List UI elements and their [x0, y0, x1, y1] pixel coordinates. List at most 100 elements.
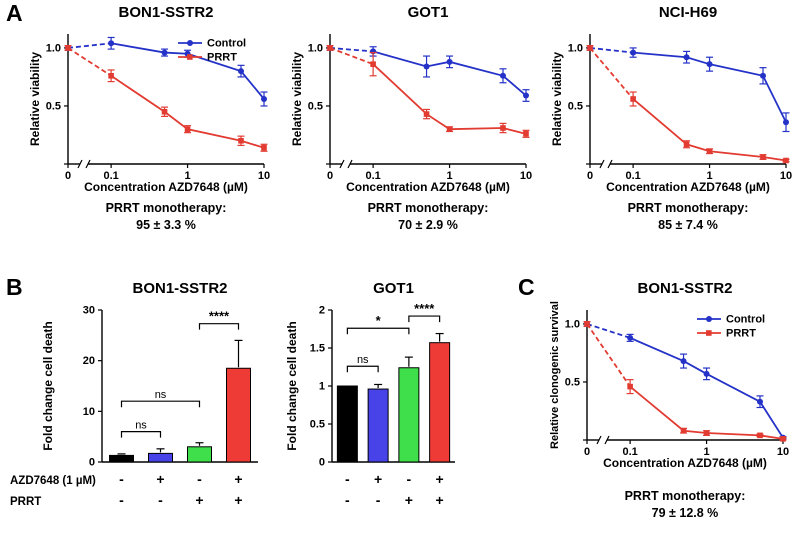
- svg-text:Relative viability: Relative viability: [290, 52, 304, 146]
- chart-title: BON1-SSTR2: [118, 4, 214, 21]
- svg-text:10: 10: [777, 446, 789, 458]
- svg-text:Control: Control: [726, 314, 765, 326]
- svg-text:+: +: [234, 492, 242, 508]
- got1-viability-chart: 0.5 1.0 0 0.1 1 10 Concentration AZD7648 (µM) R…: [290, 34, 532, 194]
- svg-text:ns: ns: [357, 354, 369, 366]
- svg-text:+: +: [156, 471, 164, 487]
- svg-text:1.0: 1.0: [565, 318, 580, 330]
- bon1-sstr2-viability-chart: 0.5 1.0 0 0.1 1 10 Concentration AZD7648 (µM) R…: [28, 34, 270, 194]
- prrt-monotherapy-label: PRRT monotherapy:: [105, 201, 227, 215]
- prrt-monotherapy-label: PRRT monotherapy:: [367, 201, 489, 215]
- chart-block-got1-cell-death: GOT1 0 0.5 1 1.5 2 ns * **** - + - + - - + + Fold change…: [282, 278, 467, 540]
- svg-text:-: -: [119, 471, 124, 487]
- svg-text:****: ****: [414, 301, 435, 316]
- svg-text:10: 10: [780, 170, 792, 182]
- svg-text:0.1: 0.1: [365, 170, 380, 182]
- footnote: PRRT monotherapy: 70 ± 2.9 %: [288, 200, 538, 234]
- svg-text:0: 0: [587, 170, 593, 182]
- chart-block-ncih69-viability: NCI-H69 0.5 1.0 0 0.1 1 10 Concentration AZD76…: [548, 2, 798, 234]
- svg-text:0.1: 0.1: [622, 446, 637, 458]
- svg-text:+: +: [195, 492, 203, 508]
- svg-text:30: 30: [83, 305, 95, 317]
- svg-text:+: +: [234, 471, 242, 487]
- svg-text:0.5: 0.5: [565, 376, 580, 388]
- svg-text:-: -: [158, 492, 163, 508]
- svg-text:AZD7648 (1 µM): AZD7648 (1 µM): [10, 475, 96, 487]
- prrt-monotherapy-value: 79 ± 12.8 %: [651, 506, 719, 520]
- svg-text:ns: ns: [135, 420, 147, 432]
- svg-text:-: -: [376, 492, 381, 508]
- svg-text:1.5: 1.5: [310, 343, 325, 355]
- svg-text:0.5: 0.5: [308, 100, 323, 112]
- svg-text:-: -: [345, 471, 350, 487]
- prrt-monotherapy-value: 70 ± 2.9 %: [398, 218, 458, 232]
- svg-text:1.0: 1.0: [568, 42, 583, 54]
- svg-text:Relative clonogenic survival: Relative clonogenic survival: [549, 301, 561, 449]
- svg-text:1: 1: [706, 170, 712, 182]
- svg-text:-: -: [407, 471, 412, 487]
- svg-text:Concentration AZD7648 (µM): Concentration AZD7648 (µM): [346, 180, 510, 194]
- svg-text:+: +: [405, 492, 413, 508]
- svg-text:+: +: [374, 471, 382, 487]
- chart-title: BON1-SSTR2: [132, 280, 228, 297]
- svg-text:0: 0: [65, 170, 71, 182]
- svg-text:0: 0: [319, 457, 325, 469]
- footnote: PRRT monotherapy: 85 ± 7.4 %: [548, 200, 798, 234]
- svg-text:10: 10: [520, 170, 532, 182]
- bon1-sstr2-clonogenic-chart: 0.5 1.0 0 0.1 1 10 Concentration AZD7648 (µM) R…: [549, 301, 789, 470]
- svg-text:1.0: 1.0: [308, 42, 323, 54]
- svg-text:****: ****: [209, 309, 230, 324]
- prrt-monotherapy-value: 85 ± 7.4 %: [658, 218, 718, 232]
- svg-text:Fold change cell death: Fold change cell death: [41, 321, 55, 450]
- svg-text:PRRT: PRRT: [726, 328, 756, 340]
- prrt-monotherapy-value: 95 ± 3.3 %: [136, 218, 196, 232]
- svg-text:PRRT: PRRT: [207, 52, 237, 64]
- chart-block-bon1-viability: BON1-SSTR2 0.5 1.0 0 0.1 1 10 Concentration AZ…: [26, 2, 276, 234]
- bon1-sstr2-cell-death-chart: 0 10 20 30 ns ns **** AZD7648 (1 µM) - + - + PRRT - - +…: [10, 305, 258, 508]
- svg-text:Fold change cell death: Fold change cell death: [285, 321, 299, 450]
- svg-text:-: -: [119, 492, 124, 508]
- chart-title: GOT1: [373, 280, 414, 297]
- svg-text:0: 0: [584, 446, 590, 458]
- chart-block-got1-viability: GOT1 0.5 1.0 0 0.1 1 10 Concentration AZD7648 …: [288, 2, 538, 234]
- panel-label-c: C: [518, 274, 535, 300]
- svg-text:1: 1: [184, 170, 190, 182]
- footnote: PRRT monotherapy: 95 ± 3.3 %: [26, 200, 276, 234]
- chart-title: NCI-H69: [658, 4, 718, 21]
- svg-text:+: +: [436, 471, 444, 487]
- svg-text:0.5: 0.5: [46, 100, 61, 112]
- prrt-monotherapy-label: PRRT monotherapy:: [624, 489, 746, 503]
- panel-label-a: A: [6, 0, 23, 26]
- nci-h69-viability-chart: 0.5 1.0 0 0.1 1 10 Concentration AZD7648 (µM) R…: [550, 34, 792, 194]
- prrt-monotherapy-label: PRRT monotherapy:: [627, 201, 749, 215]
- svg-text:0: 0: [89, 457, 95, 469]
- svg-text:1.0: 1.0: [46, 42, 61, 54]
- svg-text:Concentration AZD7648 (µM): Concentration AZD7648 (µM): [606, 180, 770, 194]
- svg-text:2: 2: [319, 305, 325, 317]
- svg-text:0: 0: [327, 170, 333, 182]
- svg-text:+: +: [436, 492, 444, 508]
- svg-text:Concentration AZD7648 (µM): Concentration AZD7648 (µM): [84, 180, 248, 194]
- chart-title: GOT1: [407, 4, 449, 21]
- svg-text:-: -: [197, 471, 202, 487]
- chart-block-bon1-clonogenic: BON1-SSTR2 0.5 1.0 0 0.1 1 10 Concentration AZ…: [545, 278, 795, 522]
- svg-text:Concentration AZD7648 (µM): Concentration AZD7648 (µM): [603, 456, 767, 470]
- svg-text:-: -: [345, 492, 350, 508]
- svg-text:0.5: 0.5: [568, 100, 583, 112]
- svg-text:0.5: 0.5: [310, 419, 325, 431]
- svg-text:1: 1: [319, 381, 325, 393]
- svg-text:1: 1: [446, 170, 452, 182]
- svg-text:20: 20: [83, 355, 95, 367]
- svg-text:0.1: 0.1: [103, 170, 118, 182]
- svg-text:*: *: [376, 313, 382, 328]
- svg-text:Relative viability: Relative viability: [28, 52, 42, 146]
- svg-text:PRRT: PRRT: [10, 496, 41, 508]
- footnote: PRRT monotherapy: 79 ± 12.8 %: [545, 488, 795, 522]
- svg-text:10: 10: [83, 406, 95, 418]
- panel-label-b: B: [6, 274, 23, 300]
- svg-text:ns: ns: [155, 389, 167, 401]
- chart-block-bon1-cell-death: BON1-SSTR2 0 10 20 30 ns ns **** AZD7648 (1 µM)…: [10, 278, 270, 540]
- svg-text:10: 10: [258, 170, 270, 182]
